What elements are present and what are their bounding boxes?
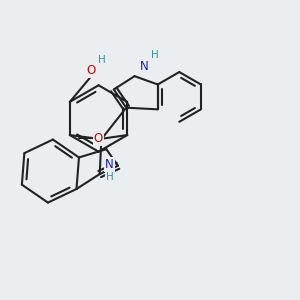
Text: H: H bbox=[152, 50, 159, 60]
Text: O: O bbox=[94, 132, 103, 145]
Text: H: H bbox=[98, 55, 106, 64]
Text: N: N bbox=[140, 60, 149, 73]
Text: N: N bbox=[105, 158, 114, 171]
Text: H: H bbox=[106, 172, 113, 182]
Text: O: O bbox=[87, 64, 96, 77]
